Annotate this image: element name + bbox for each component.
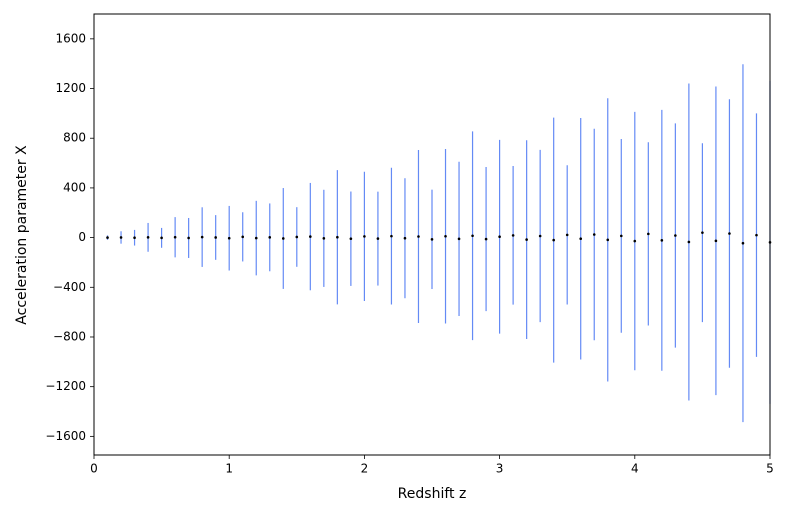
data-point [579, 237, 583, 241]
data-point [606, 238, 610, 242]
data-point [133, 236, 136, 240]
data-point [403, 236, 407, 240]
data-point [214, 236, 217, 239]
data-point [268, 236, 272, 239]
data-point [755, 233, 758, 237]
data-point [363, 235, 366, 238]
x-tick-label: 1 [225, 462, 233, 476]
data-point [160, 236, 163, 240]
data-point [390, 234, 393, 238]
data-point [376, 237, 380, 240]
data-point [538, 234, 542, 238]
x-tick-label: 2 [361, 462, 369, 476]
data-point [187, 236, 190, 240]
data-point [552, 238, 555, 242]
x-tick-label: 5 [766, 462, 774, 476]
data-point [309, 235, 312, 238]
y-tick-label: 1600 [55, 31, 86, 45]
x-tick-label: 3 [496, 462, 504, 476]
data-point [484, 237, 488, 241]
data-point [471, 234, 474, 238]
data-point [619, 234, 623, 238]
data-point [525, 238, 528, 241]
y-tick-label: −1600 [45, 429, 86, 443]
data-point [457, 237, 461, 241]
data-point [701, 231, 704, 234]
data-point [227, 236, 231, 240]
y-tick-label: 0 [78, 230, 86, 244]
data-point [336, 235, 339, 239]
data-point [633, 239, 637, 243]
data-point [295, 235, 299, 239]
data-point [741, 241, 745, 245]
x-axis-label: Redshift z [398, 486, 467, 502]
data-point [444, 234, 447, 238]
y-tick-label: 400 [63, 180, 86, 194]
data-point [173, 235, 177, 239]
data-point [674, 234, 677, 237]
data-point [119, 236, 123, 239]
data-point [592, 233, 596, 236]
y-tick-label: −1200 [45, 379, 86, 393]
y-tick-label: 1200 [55, 81, 86, 95]
data-point [660, 239, 664, 242]
data-point [714, 239, 718, 243]
data-point [647, 232, 650, 236]
data-point [511, 234, 515, 237]
data-point [146, 236, 150, 239]
data-point [200, 235, 204, 239]
data-point [498, 235, 501, 239]
y-tick-label: −400 [53, 280, 86, 294]
x-tick-label: 0 [90, 462, 98, 476]
data-point [322, 237, 326, 240]
data-point [349, 237, 353, 241]
data-point [565, 233, 569, 237]
data-point [430, 238, 434, 241]
y-axis-label: Acceleration parameter X [14, 145, 30, 325]
y-tick-label: −800 [53, 329, 86, 343]
data-point [241, 235, 245, 239]
x-tick-label: 4 [631, 462, 639, 476]
y-tick-label: 800 [63, 131, 86, 145]
data-point [687, 240, 691, 244]
data-point [106, 236, 109, 239]
data-point [728, 232, 731, 235]
data-point [254, 236, 258, 240]
data-point [417, 235, 420, 238]
plot-frame [93, 13, 771, 456]
data-point [281, 237, 285, 240]
